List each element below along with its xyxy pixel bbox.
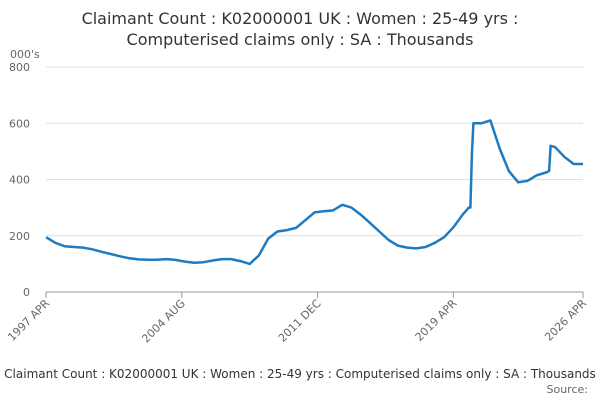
chart-title: Computerised claims only : SA : Thousand… — [127, 30, 474, 49]
x-tick-label: 2026 APR — [542, 297, 589, 344]
data-line — [45, 119, 583, 266]
y-tick-label: 800 — [9, 61, 30, 74]
x-tick-label: 2019 APR — [413, 297, 460, 344]
y-tick-label: 400 — [9, 174, 30, 187]
x-tick-label: 2004 AUG — [139, 297, 188, 346]
chart-title: Claimant Count : K02000001 UK : Women : … — [82, 9, 519, 28]
source: Source: — [547, 383, 589, 396]
footer: Claimant Count : K02000001 UK : Women : … — [4, 367, 596, 381]
y-tick-label: 200 — [9, 230, 30, 243]
x-tick-label: 2011 DEC — [276, 297, 324, 345]
y-tick-label: 600 — [9, 117, 30, 130]
y-axis-label: 000's — [10, 48, 40, 61]
y-tick-label: 0 — [23, 286, 30, 299]
x-tick-label: 1997 APR — [5, 297, 52, 344]
